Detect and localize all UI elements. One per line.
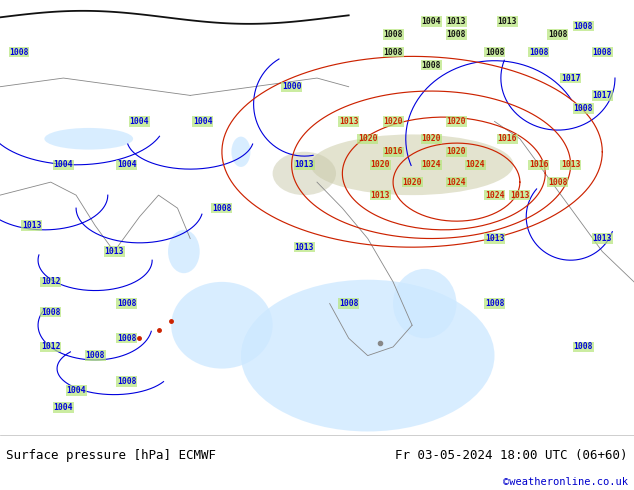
Text: 1013: 1013 xyxy=(593,234,612,243)
Text: 1004: 1004 xyxy=(130,117,149,126)
Text: 1012: 1012 xyxy=(41,343,60,351)
Text: 1008: 1008 xyxy=(485,299,504,308)
Text: 1000: 1000 xyxy=(282,82,301,91)
Ellipse shape xyxy=(241,280,495,432)
Text: 1004: 1004 xyxy=(54,403,73,412)
Text: 1020: 1020 xyxy=(447,147,466,156)
Text: 1016: 1016 xyxy=(529,160,548,169)
Text: 1004: 1004 xyxy=(117,160,136,169)
Text: 1013: 1013 xyxy=(371,191,390,199)
Text: 1024: 1024 xyxy=(447,178,466,187)
Text: 1020: 1020 xyxy=(447,117,466,126)
Text: ©weatheronline.co.uk: ©weatheronline.co.uk xyxy=(503,477,628,487)
Text: 1008: 1008 xyxy=(593,48,612,56)
Text: 1020: 1020 xyxy=(371,160,390,169)
Text: 1008: 1008 xyxy=(548,30,567,39)
Text: 1020: 1020 xyxy=(403,178,422,187)
Text: 1008: 1008 xyxy=(339,299,358,308)
Text: 1008: 1008 xyxy=(529,48,548,56)
Ellipse shape xyxy=(171,282,273,368)
Text: 1020: 1020 xyxy=(384,117,403,126)
Text: 1012: 1012 xyxy=(41,277,60,286)
Text: 1016: 1016 xyxy=(384,147,403,156)
Text: 1008: 1008 xyxy=(117,334,136,343)
Text: 1013: 1013 xyxy=(105,247,124,256)
Text: 1008: 1008 xyxy=(10,48,29,56)
Text: 1013: 1013 xyxy=(498,17,517,26)
Ellipse shape xyxy=(311,134,514,195)
Text: 1004: 1004 xyxy=(193,117,212,126)
Text: 1008: 1008 xyxy=(422,61,441,70)
Text: 1020: 1020 xyxy=(358,134,377,143)
Text: 1013: 1013 xyxy=(485,234,504,243)
Text: 1013: 1013 xyxy=(447,17,466,26)
Ellipse shape xyxy=(44,128,133,149)
Text: 1004: 1004 xyxy=(54,160,73,169)
Text: 1024: 1024 xyxy=(466,160,485,169)
Text: 1008: 1008 xyxy=(384,48,403,56)
Text: 1020: 1020 xyxy=(422,134,441,143)
Text: 1017: 1017 xyxy=(561,74,580,82)
Text: 1008: 1008 xyxy=(485,48,504,56)
Text: 1008: 1008 xyxy=(117,377,136,386)
Text: 1008: 1008 xyxy=(574,343,593,351)
Text: 1008: 1008 xyxy=(86,351,105,360)
Text: 1017: 1017 xyxy=(593,91,612,100)
Text: Surface pressure [hPa] ECMWF: Surface pressure [hPa] ECMWF xyxy=(6,448,216,462)
Text: 1008: 1008 xyxy=(548,178,567,187)
Text: 1016: 1016 xyxy=(498,134,517,143)
Text: 1004: 1004 xyxy=(67,386,86,395)
Text: 1013: 1013 xyxy=(295,160,314,169)
Ellipse shape xyxy=(393,269,456,338)
Text: 1008: 1008 xyxy=(117,299,136,308)
Text: 1008: 1008 xyxy=(447,30,466,39)
Text: 1013: 1013 xyxy=(339,117,358,126)
Text: 1008: 1008 xyxy=(574,104,593,113)
Text: 1008: 1008 xyxy=(384,30,403,39)
Text: 1013: 1013 xyxy=(22,221,41,230)
Text: 1024: 1024 xyxy=(485,191,504,199)
Text: 1013: 1013 xyxy=(295,243,314,252)
Text: 1004: 1004 xyxy=(422,17,441,26)
Ellipse shape xyxy=(273,152,336,195)
Text: 1008: 1008 xyxy=(212,204,231,213)
Text: 1013: 1013 xyxy=(561,160,580,169)
Text: 1024: 1024 xyxy=(422,160,441,169)
Text: Fr 03-05-2024 18:00 UTC (06+60): Fr 03-05-2024 18:00 UTC (06+60) xyxy=(395,448,628,462)
Text: 1008: 1008 xyxy=(41,308,60,317)
Text: 1008: 1008 xyxy=(574,22,593,30)
Text: 1013: 1013 xyxy=(510,191,529,199)
Ellipse shape xyxy=(231,137,250,167)
Ellipse shape xyxy=(168,230,200,273)
